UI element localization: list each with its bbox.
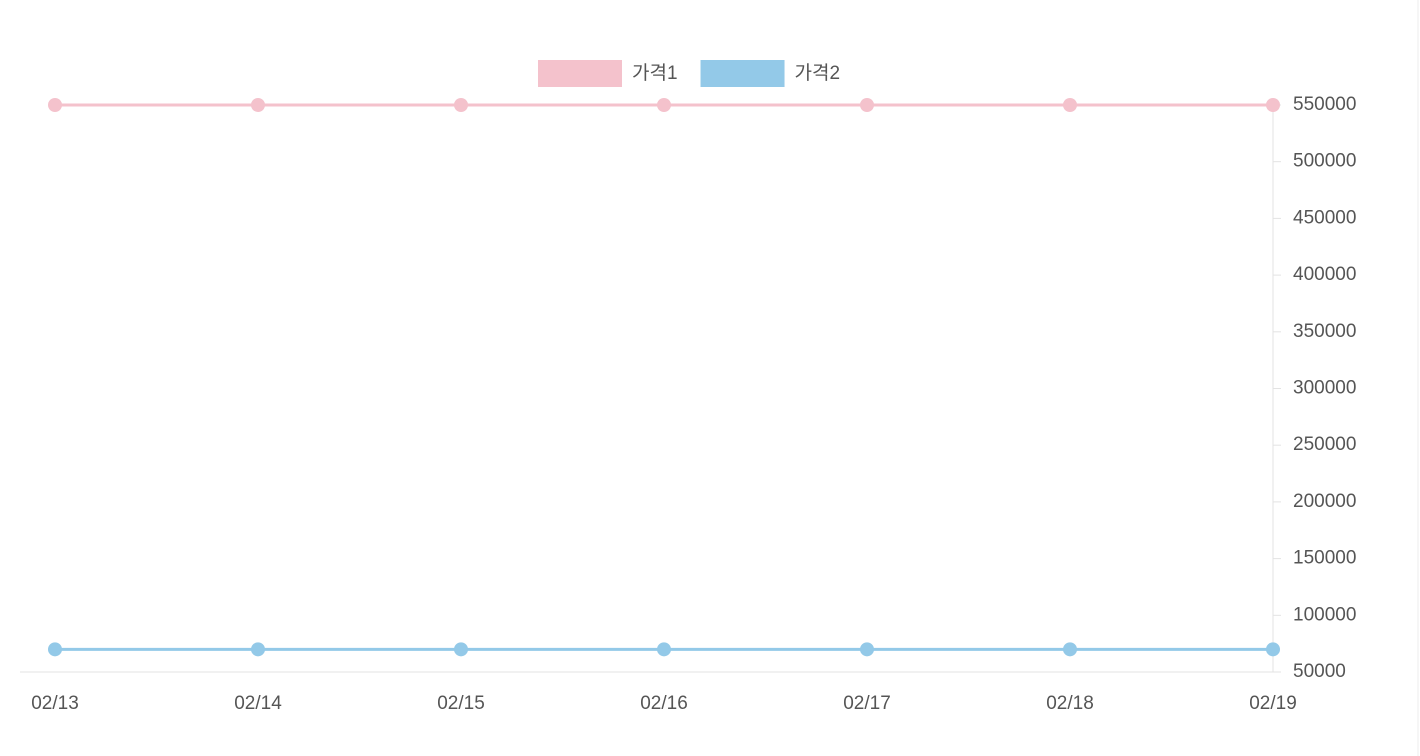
x-tick-label: 02/13 (31, 693, 79, 714)
x-tick-label: 02/17 (843, 693, 891, 714)
data-point (860, 98, 874, 112)
data-point (454, 642, 468, 657)
y-tick-label: 50000 (1293, 661, 1346, 682)
legend-label: 가격2 (795, 62, 841, 84)
data-point (454, 98, 468, 112)
x-tick-label: 02/15 (437, 693, 485, 714)
data-point (1063, 642, 1077, 657)
x-tick-label: 02/16 (640, 693, 688, 714)
data-point (657, 642, 671, 657)
data-point (1063, 98, 1077, 112)
y-tick-label: 500000 (1293, 151, 1356, 172)
data-point (1266, 98, 1280, 112)
legend-swatch (700, 60, 785, 87)
data-point (657, 98, 671, 112)
x-tick-label: 02/19 (1249, 693, 1297, 714)
y-tick-label: 450000 (1293, 207, 1356, 228)
data-point (251, 642, 265, 657)
y-tick-label: 300000 (1293, 378, 1356, 399)
y-tick-label: 250000 (1293, 434, 1356, 455)
legend-label: 가격1 (632, 62, 678, 84)
data-point (1266, 642, 1280, 657)
data-point (251, 98, 265, 112)
data-point (48, 642, 62, 657)
x-tick-label: 02/14 (234, 693, 282, 714)
y-tick-label: 550000 (1293, 94, 1356, 115)
y-tick-label: 350000 (1293, 321, 1356, 342)
data-point (48, 98, 62, 112)
data-point (860, 642, 874, 657)
y-tick-label: 200000 (1293, 491, 1356, 512)
x-tick-label: 02/18 (1046, 693, 1094, 714)
y-tick-label: 400000 (1293, 264, 1356, 285)
y-tick-label: 100000 (1293, 604, 1356, 625)
legend-swatch (538, 60, 622, 87)
y-tick-label: 150000 (1293, 548, 1356, 569)
